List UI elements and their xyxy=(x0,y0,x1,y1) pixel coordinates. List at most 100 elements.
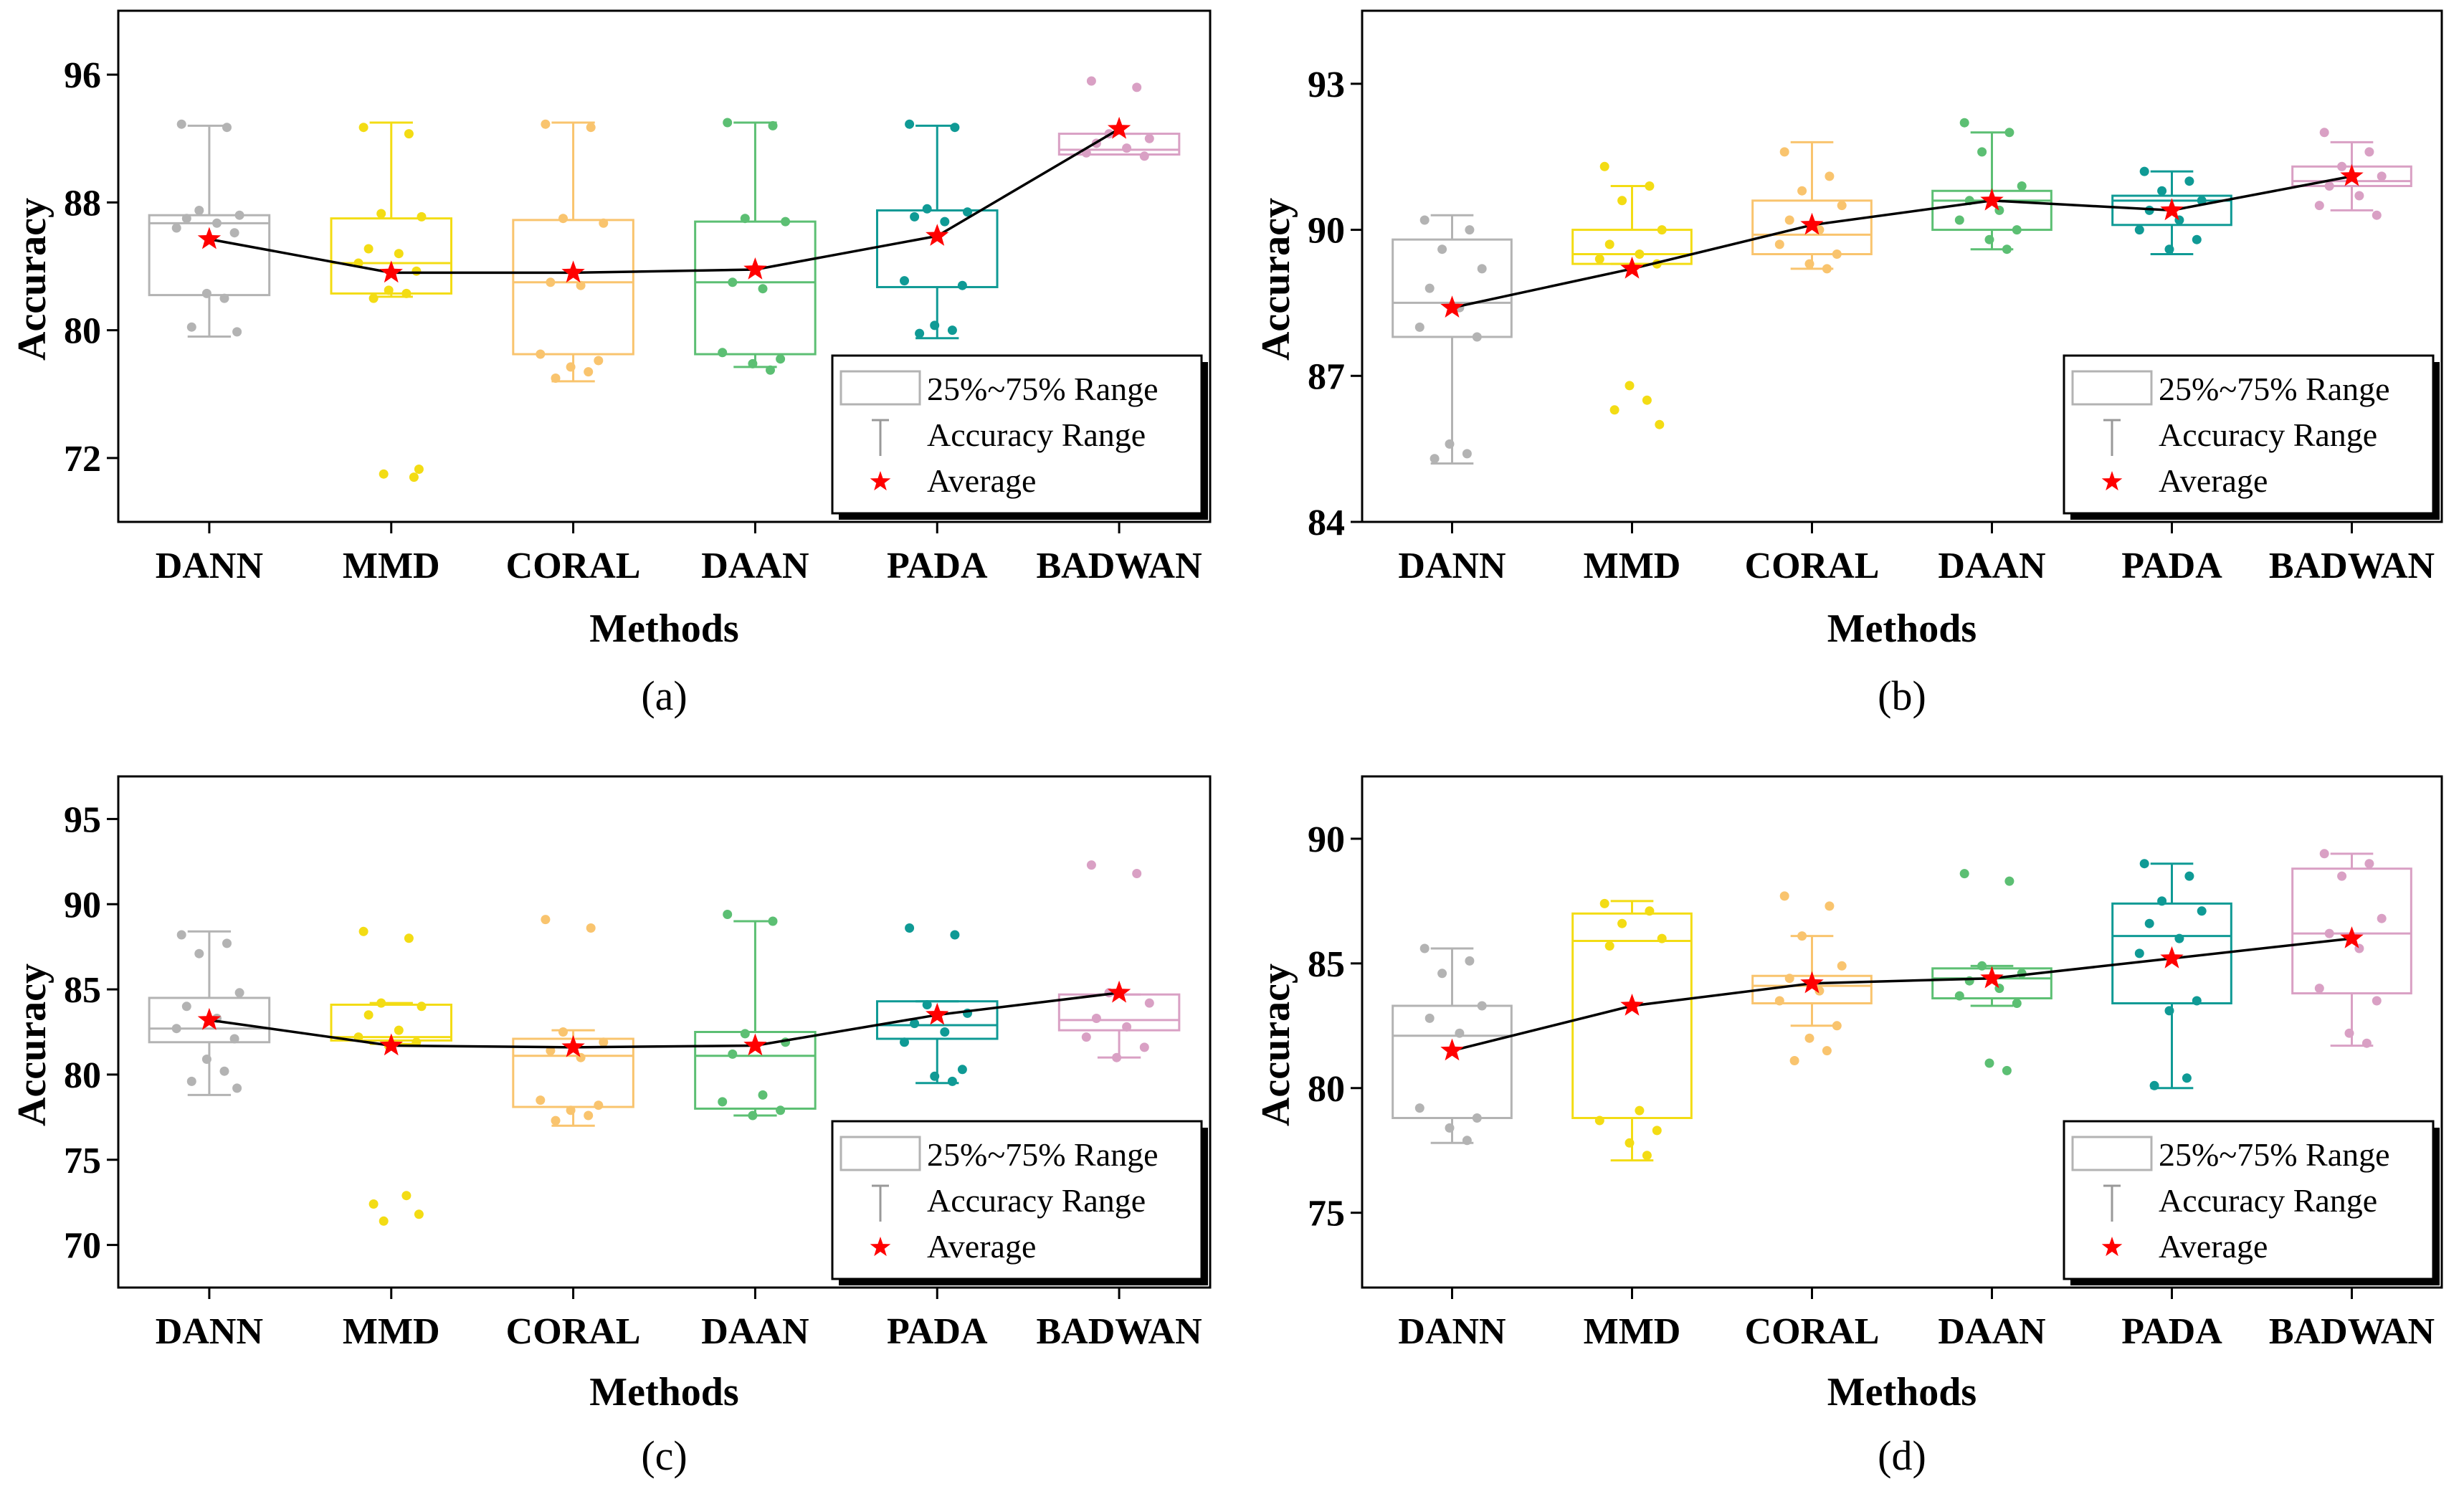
data-point xyxy=(2004,876,2015,886)
data-point xyxy=(2372,996,2382,1006)
data-point xyxy=(229,228,239,238)
data-point xyxy=(363,244,374,254)
legend: 25%~75% Range Accuracy Range Average xyxy=(831,1120,1208,1285)
data-point xyxy=(2157,896,2167,906)
data-point xyxy=(1784,215,1794,225)
data-point xyxy=(358,123,368,133)
data-point xyxy=(1112,1052,1122,1062)
y-tick-label: 80 xyxy=(64,311,101,352)
average-star xyxy=(379,1033,403,1056)
data-point xyxy=(2004,128,2015,138)
y-tick-label: 80 xyxy=(1308,1069,1345,1110)
data-point xyxy=(781,217,791,227)
panel-label: (b) xyxy=(1878,672,1926,719)
data-point xyxy=(2314,984,2324,994)
data-point xyxy=(401,1191,412,1201)
data-point xyxy=(2364,147,2374,157)
data-point xyxy=(950,123,960,133)
data-point xyxy=(1455,1028,1465,1038)
data-point xyxy=(1599,161,1609,171)
data-point xyxy=(1445,439,1455,449)
average-star xyxy=(743,257,767,280)
data-point xyxy=(181,1002,191,1012)
iqr-box xyxy=(694,1031,817,1110)
data-point xyxy=(1652,1126,1662,1136)
iqr-box xyxy=(2111,194,2232,227)
data-point xyxy=(1954,215,1964,225)
y-tick-label: 90 xyxy=(64,885,101,926)
data-point xyxy=(1122,1022,1132,1032)
data-point xyxy=(171,1024,181,1034)
data-point xyxy=(558,1027,568,1037)
box-badwan xyxy=(2291,852,2412,1047)
data-point xyxy=(1617,918,1627,928)
legend-swatch-star xyxy=(2101,1237,2123,1257)
data-point xyxy=(1472,1113,1482,1123)
data-point xyxy=(558,214,568,224)
x-tick-label-mmd: MMD xyxy=(1584,1311,1681,1352)
data-point xyxy=(2017,969,2027,979)
average-trend-line xyxy=(1452,937,2352,1052)
x-tick-label-coral: CORAL xyxy=(1745,546,1880,586)
chart-panel-d: 75 80 85 90 DANN MMD CORAL DAAN PADA BADWAN Method… xyxy=(1254,775,2443,1479)
average-star xyxy=(197,227,222,249)
data-point xyxy=(201,288,211,298)
x-tick-label-daan: DAAN xyxy=(701,1311,809,1352)
legend-label-accuracy-range: Accuracy Range xyxy=(927,417,1146,453)
data-point xyxy=(1462,449,1472,459)
data-point xyxy=(758,284,768,294)
data-point xyxy=(1959,869,1969,879)
data-point xyxy=(728,1049,738,1059)
average-star xyxy=(561,260,585,283)
data-point xyxy=(776,1105,786,1115)
data-point xyxy=(1437,969,1447,979)
average-star xyxy=(1980,966,2004,989)
data-point xyxy=(2192,234,2202,244)
data-point xyxy=(1832,249,1842,259)
data-point xyxy=(586,923,596,933)
data-point xyxy=(1617,196,1627,206)
data-point xyxy=(2139,166,2149,176)
data-point xyxy=(740,1029,750,1039)
data-point xyxy=(358,926,368,936)
data-point xyxy=(723,910,733,919)
data-point xyxy=(768,916,778,926)
average-star xyxy=(561,1034,585,1057)
data-point xyxy=(2157,186,2167,196)
y-tick-label: 90 xyxy=(1308,211,1345,252)
data-point xyxy=(905,119,915,129)
data-point xyxy=(1825,171,1835,181)
data-point xyxy=(401,288,412,298)
x-tick-label-daan: DAAN xyxy=(1938,546,2045,586)
data-point xyxy=(1139,151,1149,161)
data-point xyxy=(376,998,386,1008)
data-point xyxy=(1462,1136,1472,1146)
data-point xyxy=(2149,1080,2159,1090)
iqr-box xyxy=(1751,199,1873,256)
legend-label-range: 25%~75% Range xyxy=(927,1136,1159,1173)
data-point xyxy=(2192,996,2202,1006)
data-point xyxy=(2364,859,2374,869)
data-point xyxy=(1609,405,1619,415)
legend: 25%~75% Range Accuracy Range Average xyxy=(831,354,1208,520)
x-tick-label-badwan: BADWAN xyxy=(2269,546,2435,586)
legend-swatch-star xyxy=(870,471,891,491)
legend-label-average: Average xyxy=(927,462,1036,499)
data-point xyxy=(1977,147,1987,157)
box-pada xyxy=(875,1000,999,1085)
data-point xyxy=(1465,956,1475,966)
data-point xyxy=(1825,901,1835,911)
data-point xyxy=(1594,1115,1604,1126)
average-trend-line xyxy=(209,991,1120,1049)
x-tick-label-pada: PADA xyxy=(2121,546,2222,586)
data-point xyxy=(1132,82,1142,92)
data-point xyxy=(2002,1065,2012,1075)
x-tick-label-daan: DAAN xyxy=(701,546,809,586)
iqr-box xyxy=(1392,238,1513,338)
box-coral xyxy=(512,121,634,383)
box-badwan xyxy=(1057,133,1181,156)
data-point xyxy=(930,320,940,330)
data-point xyxy=(2197,906,2207,916)
plot-frame xyxy=(1361,775,2443,1289)
